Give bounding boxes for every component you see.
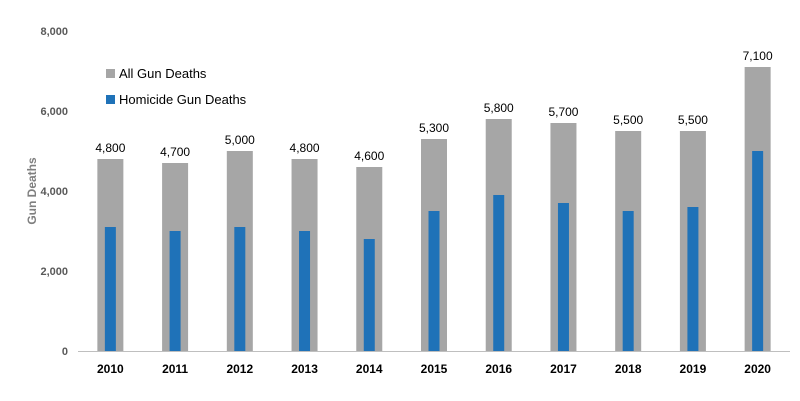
data-label-all-gun-deaths: 4,600 bbox=[354, 149, 384, 163]
bar-homicide-gun-deaths bbox=[104, 227, 116, 351]
y-axis-ticks: 0 2,000 4,000 6,000 8,000 bbox=[40, 26, 68, 358]
legend-swatch-homicide-gun-deaths bbox=[106, 95, 115, 104]
data-label-all-gun-deaths: 5,800 bbox=[484, 101, 514, 115]
x-category-label: 2016 bbox=[485, 362, 512, 376]
x-category-label: 2010 bbox=[97, 362, 124, 376]
data-label-all-gun-deaths: 4,800 bbox=[95, 141, 125, 155]
bars bbox=[97, 67, 771, 351]
data-label-all-gun-deaths: 5,300 bbox=[419, 121, 449, 135]
x-category-label: 2012 bbox=[226, 362, 253, 376]
bar-homicide-gun-deaths bbox=[363, 239, 375, 351]
category-labels: 2010 2011 2012 2013 2014 2015 2016 2017 2018 2019… bbox=[97, 362, 771, 376]
x-category-label: 2017 bbox=[550, 362, 577, 376]
y-tick-label: 0 bbox=[62, 346, 68, 358]
bar-homicide-gun-deaths bbox=[557, 203, 569, 351]
legend-label-all-gun-deaths: All Gun Deaths bbox=[119, 66, 207, 81]
y-tick-label: 6,000 bbox=[40, 106, 68, 118]
x-category-label: 2015 bbox=[421, 362, 448, 376]
bar-homicide-gun-deaths bbox=[493, 195, 505, 351]
legend-swatch-all-gun-deaths bbox=[106, 69, 115, 78]
x-category-label: 2020 bbox=[744, 362, 771, 376]
data-label-all-gun-deaths: 4,800 bbox=[290, 141, 320, 155]
data-labels: 4,800 4,700 5,000 4,800 4,600 5,300 5,800 5,700… bbox=[95, 49, 773, 163]
x-category-label: 2014 bbox=[356, 362, 383, 376]
data-label-all-gun-deaths: 4,700 bbox=[160, 145, 190, 159]
legend-label-homicide-gun-deaths: Homicide Gun Deaths bbox=[119, 92, 247, 107]
bar-homicide-gun-deaths bbox=[428, 211, 440, 351]
data-label-all-gun-deaths: 5,500 bbox=[678, 113, 708, 127]
x-category-label: 2019 bbox=[680, 362, 707, 376]
bar-homicide-gun-deaths bbox=[687, 207, 699, 351]
x-category-label: 2013 bbox=[291, 362, 318, 376]
data-label-all-gun-deaths: 5,700 bbox=[548, 105, 578, 119]
data-label-all-gun-deaths: 7,100 bbox=[743, 49, 773, 63]
x-category-label: 2011 bbox=[162, 362, 188, 376]
data-label-all-gun-deaths: 5,000 bbox=[225, 133, 255, 147]
bar-homicide-gun-deaths bbox=[234, 227, 246, 351]
y-tick-label: 4,000 bbox=[40, 186, 68, 198]
bar-homicide-gun-deaths bbox=[169, 231, 181, 351]
y-tick-label: 8,000 bbox=[40, 26, 68, 38]
bar-homicide-gun-deaths bbox=[752, 151, 764, 351]
bar-homicide-gun-deaths bbox=[622, 211, 634, 351]
legend: All Gun Deaths Homicide Gun Deaths bbox=[106, 66, 247, 107]
y-axis-title: Gun Deaths bbox=[25, 157, 39, 225]
x-category-label: 2018 bbox=[615, 362, 642, 376]
y-tick-label: 2,000 bbox=[40, 266, 68, 278]
bar-homicide-gun-deaths bbox=[299, 231, 311, 351]
data-label-all-gun-deaths: 5,500 bbox=[613, 113, 643, 127]
